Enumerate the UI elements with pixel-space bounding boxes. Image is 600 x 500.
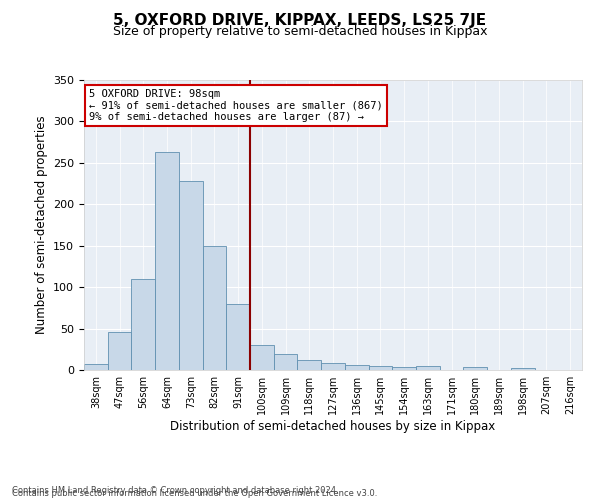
Bar	[179, 181, 203, 370]
Y-axis label: Number of semi-detached properties: Number of semi-detached properties	[35, 116, 47, 334]
Bar	[321, 364, 345, 370]
Bar	[298, 360, 321, 370]
Bar	[226, 304, 250, 370]
Bar	[203, 246, 226, 370]
X-axis label: Distribution of semi-detached houses by size in Kippax: Distribution of semi-detached houses by …	[170, 420, 496, 433]
Text: Contains HM Land Registry data © Crown copyright and database right 2024.: Contains HM Land Registry data © Crown c…	[12, 486, 338, 495]
Bar	[131, 279, 155, 370]
Bar	[84, 364, 108, 370]
Bar	[392, 366, 416, 370]
Bar	[108, 332, 131, 370]
Bar	[250, 345, 274, 370]
Text: 5 OXFORD DRIVE: 98sqm
← 91% of semi-detached houses are smaller (867)
9% of semi: 5 OXFORD DRIVE: 98sqm ← 91% of semi-deta…	[89, 88, 383, 122]
Bar	[345, 365, 368, 370]
Bar	[274, 354, 298, 370]
Bar	[416, 366, 440, 370]
Text: Size of property relative to semi-detached houses in Kippax: Size of property relative to semi-detach…	[113, 25, 487, 38]
Bar	[368, 366, 392, 370]
Text: Contains public sector information licensed under the Open Government Licence v3: Contains public sector information licen…	[12, 488, 377, 498]
Bar	[463, 366, 487, 370]
Bar	[155, 152, 179, 370]
Bar	[511, 368, 535, 370]
Text: 5, OXFORD DRIVE, KIPPAX, LEEDS, LS25 7JE: 5, OXFORD DRIVE, KIPPAX, LEEDS, LS25 7JE	[113, 12, 487, 28]
